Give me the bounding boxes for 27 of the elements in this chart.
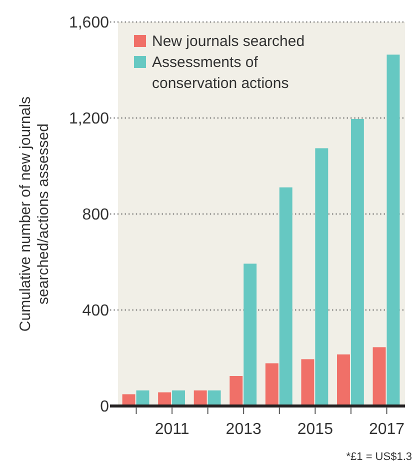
- bar: [279, 187, 292, 406]
- y-axis-title: Cumulative number of new journals searched/actions assessed: [17, 96, 52, 332]
- x-tick-label: 2015: [297, 421, 334, 438]
- bar: [315, 148, 328, 406]
- bar: [172, 390, 185, 406]
- legend-label: Assessments of conservation actions: [152, 54, 289, 92]
- bar: [122, 394, 136, 406]
- x-tick-label: 2011: [154, 421, 190, 438]
- x-tick-label: 2017: [368, 421, 405, 438]
- bar: [301, 359, 314, 406]
- bar: [265, 363, 278, 406]
- bar: [208, 390, 221, 406]
- text: *£1 = US$1.3: [346, 451, 412, 463]
- bar: [386, 54, 400, 406]
- y-tick-label: 400: [82, 302, 110, 320]
- bar: [194, 390, 207, 406]
- bar: [350, 118, 364, 406]
- y-tick-label: 1,200: [68, 110, 110, 128]
- bar: [230, 376, 243, 406]
- legend-label: New journals searched: [152, 33, 305, 50]
- bar: [337, 354, 350, 406]
- bar: [244, 264, 257, 406]
- y-tick-label: 800: [82, 206, 110, 224]
- y-tick-label: 1,600: [68, 14, 110, 32]
- bar: [372, 347, 386, 406]
- x-tick-label: 2013: [226, 421, 262, 438]
- y-tick-label: 0: [100, 398, 110, 416]
